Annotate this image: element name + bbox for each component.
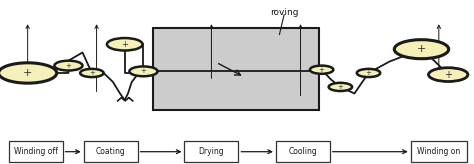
Text: +: + bbox=[121, 40, 128, 49]
Text: Cooling: Cooling bbox=[289, 147, 317, 156]
Text: Winding on: Winding on bbox=[417, 147, 460, 156]
Text: +: + bbox=[23, 68, 32, 78]
Circle shape bbox=[0, 63, 57, 83]
Circle shape bbox=[394, 40, 449, 59]
Bar bbox=[276, 141, 330, 162]
Bar bbox=[153, 28, 319, 110]
Bar bbox=[9, 141, 63, 162]
Circle shape bbox=[328, 83, 352, 91]
Text: Coating: Coating bbox=[96, 147, 126, 156]
Circle shape bbox=[129, 66, 157, 76]
Text: +: + bbox=[140, 68, 146, 74]
Circle shape bbox=[107, 38, 143, 51]
Text: +: + bbox=[65, 63, 72, 69]
Text: +: + bbox=[417, 44, 426, 54]
Text: roving: roving bbox=[270, 8, 298, 17]
Text: +: + bbox=[444, 70, 452, 80]
Circle shape bbox=[55, 61, 82, 71]
Text: +: + bbox=[89, 70, 95, 76]
Bar bbox=[84, 141, 137, 162]
Bar bbox=[184, 141, 238, 162]
Text: +: + bbox=[337, 84, 343, 90]
Text: Drying: Drying bbox=[199, 147, 224, 156]
Circle shape bbox=[428, 68, 468, 82]
Bar bbox=[410, 141, 467, 162]
Circle shape bbox=[80, 69, 104, 77]
Circle shape bbox=[310, 66, 333, 74]
Circle shape bbox=[357, 69, 380, 77]
Text: +: + bbox=[319, 67, 325, 73]
Text: Winding off: Winding off bbox=[14, 147, 57, 156]
Text: +: + bbox=[365, 70, 372, 76]
